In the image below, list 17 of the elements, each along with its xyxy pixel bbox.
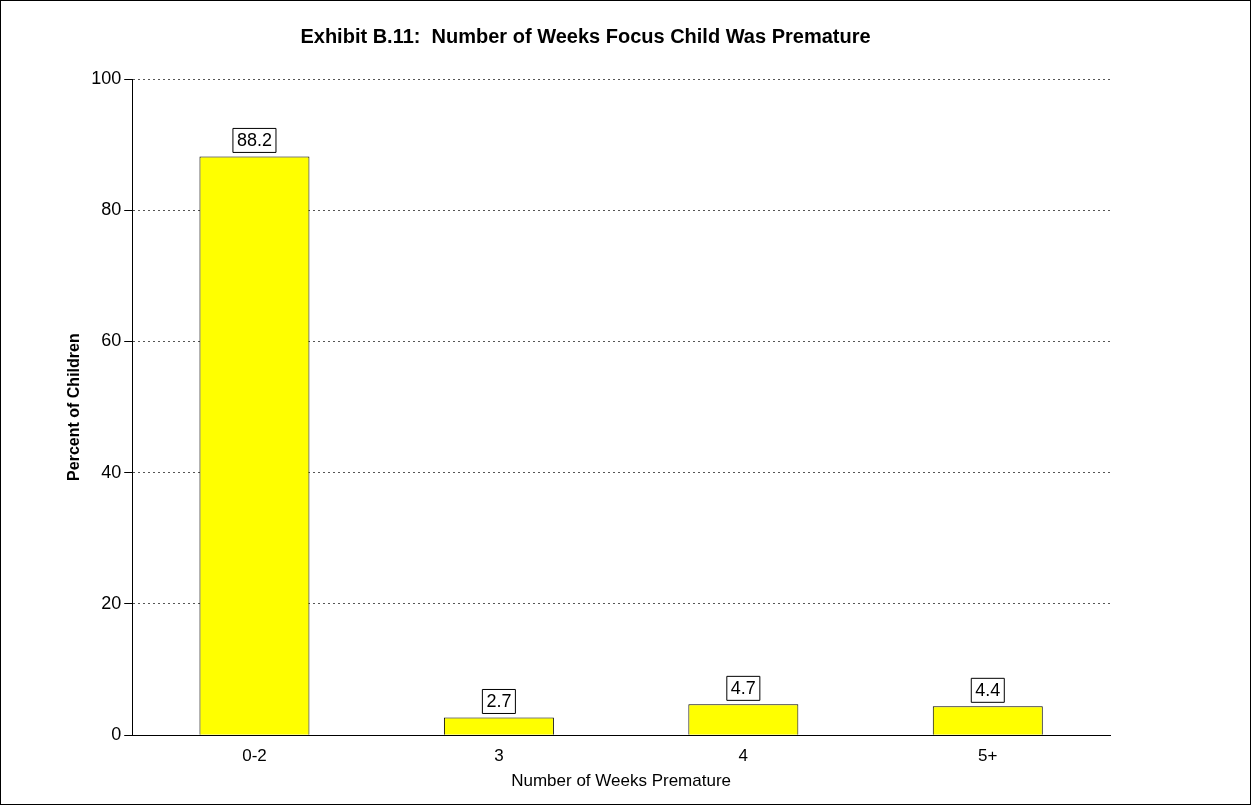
x-axis-title: Number of Weeks Premature [511,771,732,791]
data-label: 4.7 [730,678,756,699]
chart-title: Exhibit B.11: Number of Weeks Focus Child Was Premature [300,24,871,47]
y-tick-label: 40 [101,461,122,482]
data-label: 88.2 [236,130,272,151]
y-tick-label: 100 [91,67,122,88]
x-tick-label: 5+ [978,746,998,766]
x-tick-label: 4 [738,746,749,766]
y-tick-label: 0 [111,724,122,745]
y-axis-title: Percent of Children [65,333,83,481]
data-label: 2.7 [486,691,512,712]
data-label: 4.4 [975,680,1001,701]
y-tick-label: 20 [101,592,122,613]
y-tick-label: 80 [101,199,122,220]
x-tick-label: 0-2 [242,746,267,766]
y-tick-label: 60 [101,330,122,351]
x-tick-label: 3 [494,746,504,766]
